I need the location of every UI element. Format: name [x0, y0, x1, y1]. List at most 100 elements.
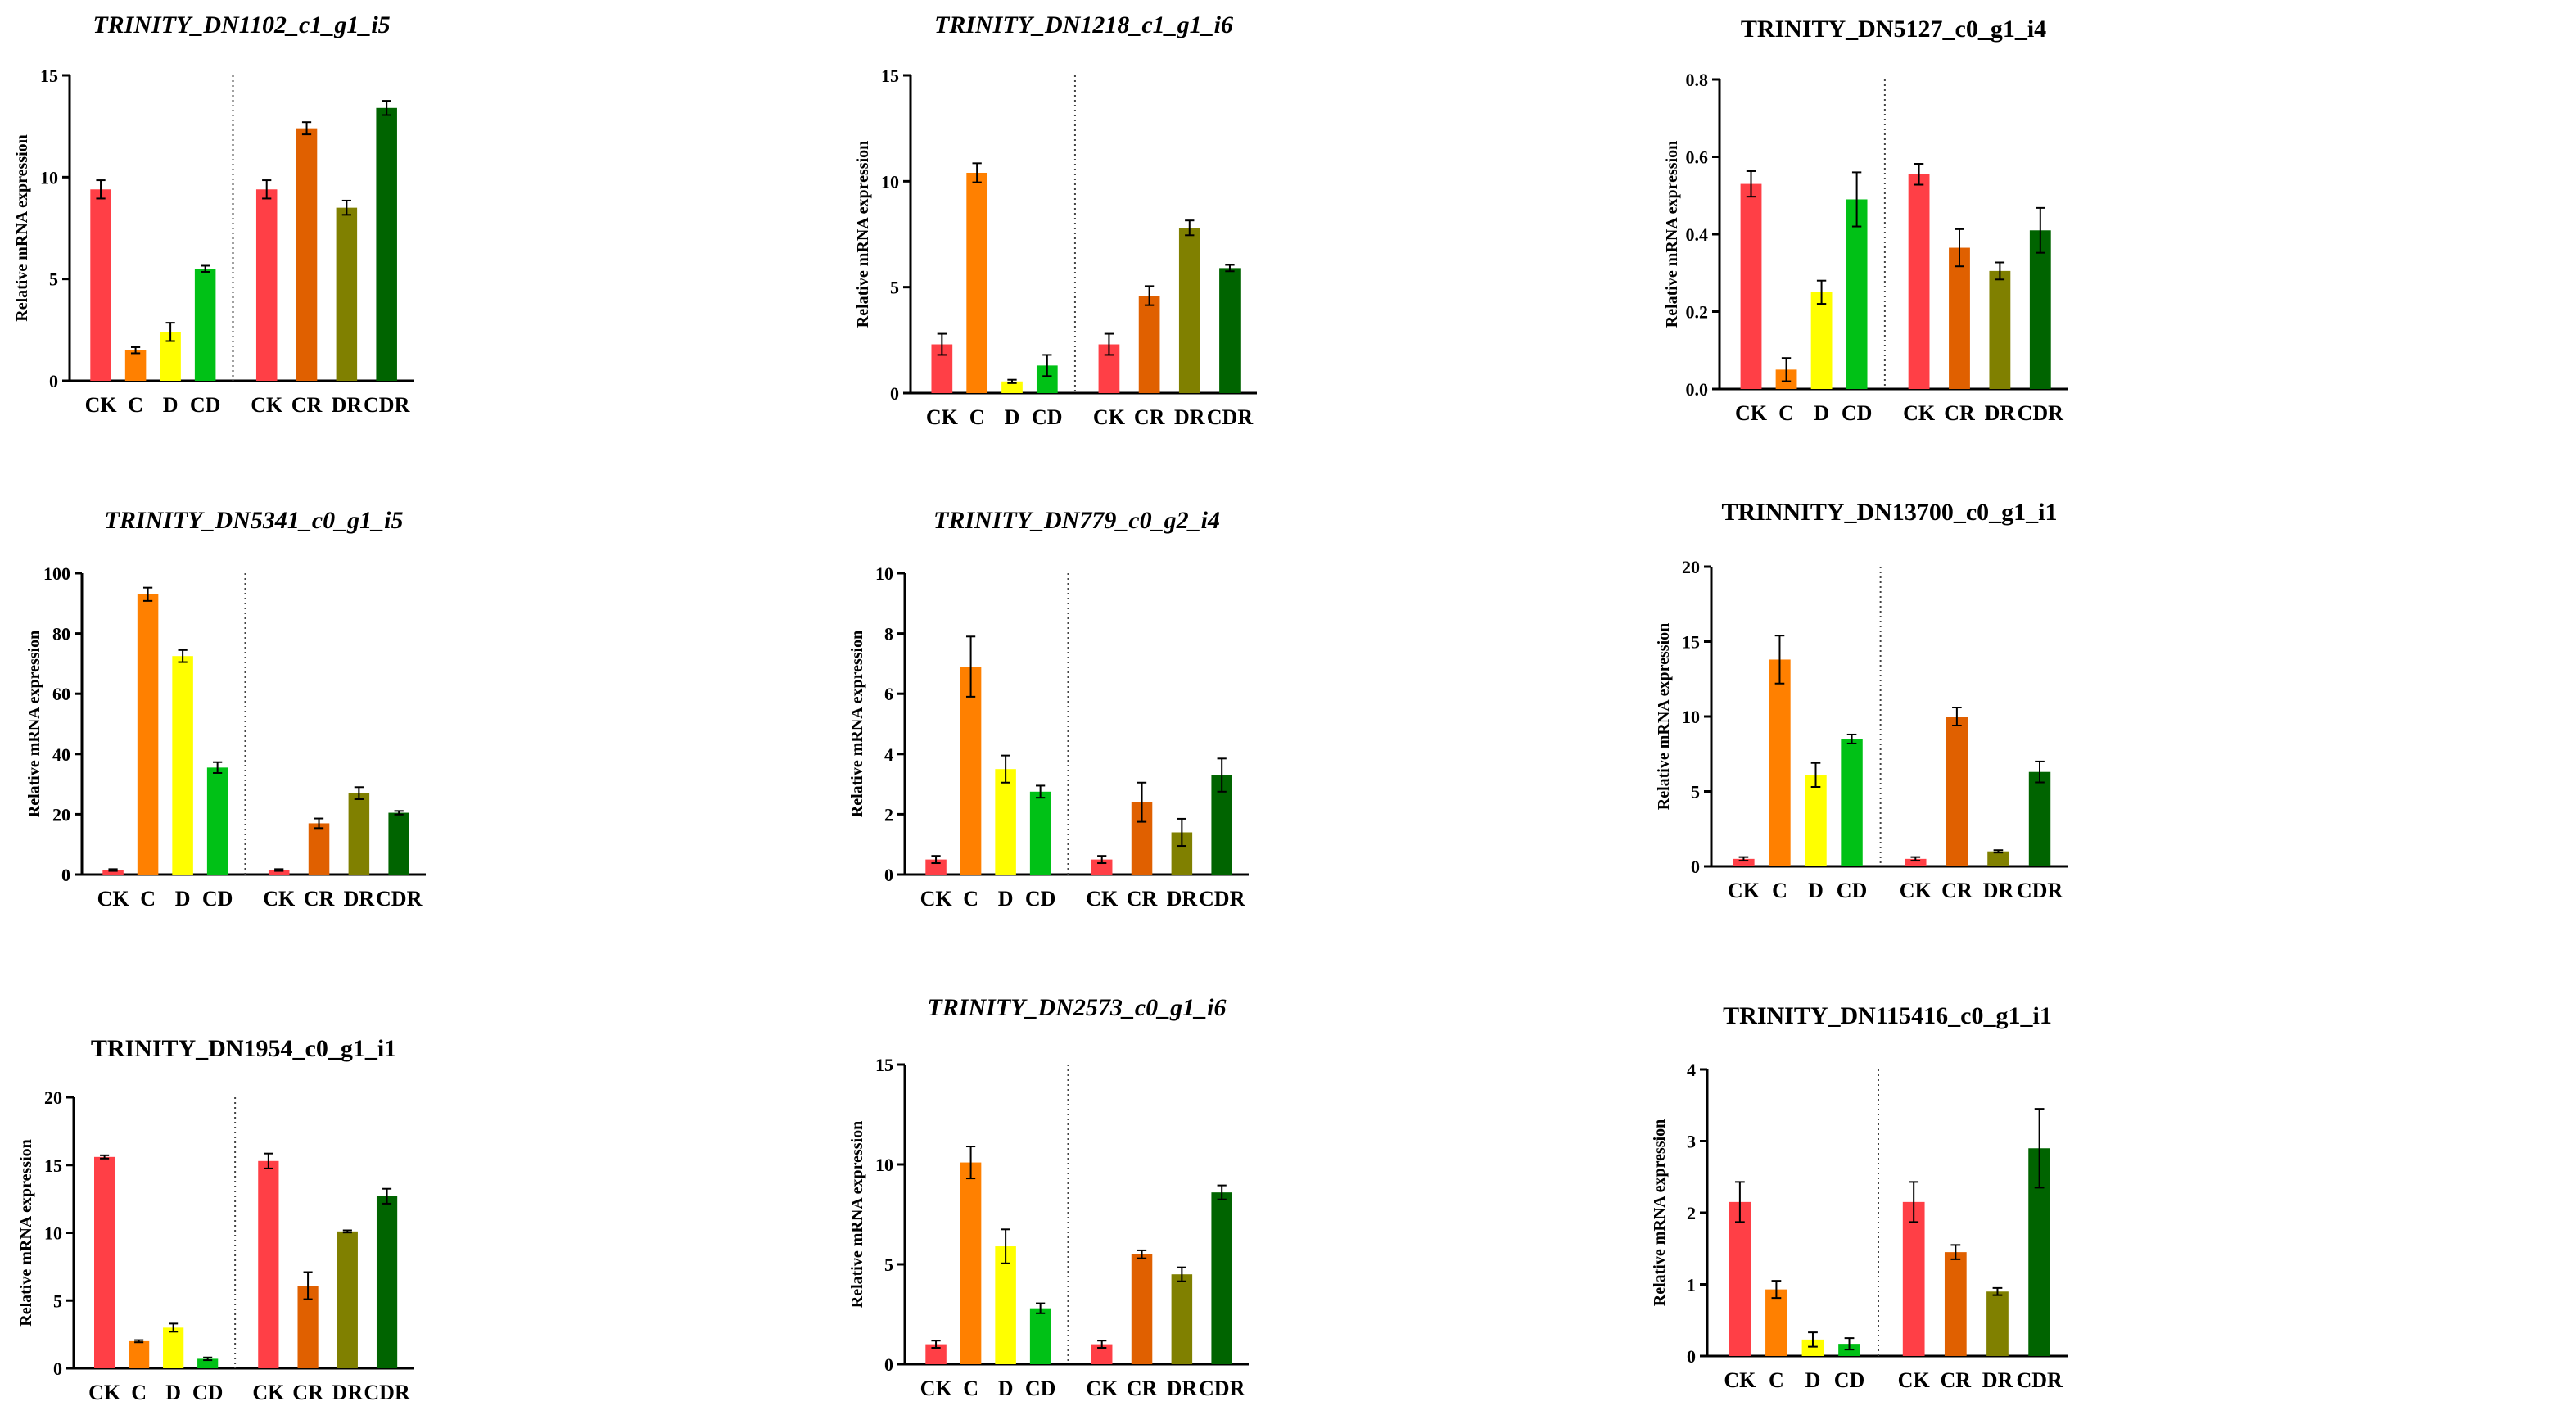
y-axis-label: Relative mRNA expression: [1651, 1119, 1669, 1307]
y-axis-label: Relative mRNA expression: [848, 631, 866, 818]
bar-d: [995, 1246, 1016, 1364]
y-tick-label: 0: [884, 1354, 893, 1375]
y-tick-label: 5: [49, 269, 58, 290]
bar-cd: [1846, 199, 1868, 389]
bar-cr: [296, 128, 318, 382]
chart-title: TRINITY_DN115416_c0_g1_i1: [1723, 1002, 2052, 1029]
bar-dr: [1986, 1291, 2009, 1356]
bar-cdr: [2029, 230, 2051, 389]
y-tick-label: 6: [884, 684, 893, 704]
bar-cd: [1029, 791, 1051, 875]
x-tick-label: C: [963, 1377, 978, 1400]
x-tick-label: CD: [1842, 401, 1873, 425]
y-axis-label: Relative mRNA expression: [13, 134, 31, 322]
chart-panel-6: TRINNITY_DN13700_c0_g1_i1 Relative mRNA e…: [1655, 499, 2068, 902]
y-tick-label: 10: [875, 563, 893, 584]
bar-cd: [194, 269, 216, 381]
bar-cdr: [2028, 771, 2051, 866]
x-tick-label: C: [1772, 879, 1787, 902]
y-tick-label: 10: [1682, 707, 1700, 727]
y-axis-label: Relative mRNA expression: [854, 141, 872, 328]
bar-ck: [1902, 1201, 1925, 1356]
y-tick-label: 0: [1691, 857, 1700, 877]
y-tick-label: 0: [61, 865, 70, 885]
x-tick-label: C: [963, 887, 978, 911]
y-tick-label: 0.2: [1686, 302, 1709, 323]
y-tick-label: 10: [40, 167, 58, 188]
y-tick-label: 10: [44, 1223, 62, 1244]
y-tick-label: 15: [40, 66, 58, 86]
bar-dr: [336, 207, 358, 381]
bar-cr: [1138, 296, 1160, 393]
x-tick-label: CD: [1032, 405, 1063, 429]
chart-panel-3: TRINITY_DN5127_c0_g1_i4 Relative mRNA exp…: [1663, 16, 2068, 425]
bar-cr: [308, 823, 330, 875]
x-tick-label: DR: [1983, 879, 2014, 902]
chart-title: TRINNITY_DN13700_c0_g1_i1: [1721, 499, 2057, 526]
bar-ck: [1733, 858, 1755, 866]
bar-ck: [925, 859, 947, 875]
x-tick-label: CR: [291, 393, 323, 417]
x-tick-label: C: [128, 393, 143, 417]
x-tick-label: CK: [1093, 405, 1126, 429]
bar-d: [1810, 292, 1833, 389]
y-tick-label: 5: [1691, 782, 1700, 802]
x-tick-label: CD: [192, 1381, 224, 1404]
y-tick-label: 80: [52, 624, 70, 644]
x-tick-label: DR: [1982, 1368, 2013, 1392]
x-tick-label: CR: [1134, 405, 1165, 429]
y-tick-label: 20: [44, 1087, 62, 1108]
x-tick-label: C: [140, 887, 156, 911]
x-tick-label: CD: [202, 887, 233, 911]
y-tick-label: 0: [1687, 1346, 1696, 1367]
bar-d: [1801, 1339, 1824, 1356]
chart-panel-7: TRINITY_DN1954_c0_g1_i1 Relative mRNA exp…: [17, 1035, 414, 1404]
y-tick-label: 5: [53, 1291, 62, 1311]
bar-d: [172, 656, 193, 875]
x-tick-label: CDR: [1207, 405, 1254, 429]
bar-dr: [348, 793, 370, 875]
y-tick-label: 0.0: [1686, 379, 1709, 400]
x-tick-label: CK: [97, 887, 130, 911]
bar-d: [995, 769, 1016, 875]
y-axis-label: Relative mRNA expression: [1663, 141, 1681, 328]
y-axis-label: Relative mRNA expression: [1655, 623, 1673, 811]
x-tick-label: DR: [1985, 401, 2016, 425]
bar-cdr: [376, 1196, 398, 1368]
x-tick-label: DR: [1167, 1377, 1198, 1400]
x-tick-label: CK: [1086, 1377, 1119, 1400]
chart-panel-5: TRINITY_DN779_c0_g2_i4 Relative mRNA expr…: [848, 507, 1249, 911]
y-tick-label: 10: [875, 1155, 893, 1175]
x-tick-label: CK: [263, 887, 296, 911]
chart-panel-2: TRINITY_DN1218_c1_g1_i6 Relative mRNA exp…: [854, 11, 1257, 429]
x-tick-label: CK: [1735, 401, 1768, 425]
y-axis-label: Relative mRNA expression: [848, 1121, 866, 1309]
x-tick-label: CDR: [364, 1381, 410, 1404]
chart-panel-4: TRINITY_DN5341_c0_g1_i5 Relative mRNA exp…: [25, 507, 426, 911]
y-tick-label: 3: [1687, 1132, 1696, 1152]
y-tick-label: 15: [44, 1155, 62, 1176]
x-tick-label: C: [131, 1381, 147, 1404]
bar-ck: [1740, 183, 1762, 389]
x-tick-label: CK: [1728, 879, 1760, 902]
bar-c: [1765, 1289, 1787, 1356]
bar-d: [163, 1327, 184, 1368]
x-tick-label: D: [1805, 1368, 1821, 1392]
bar-cdr: [376, 107, 397, 381]
bar-cr: [1131, 1254, 1153, 1364]
x-tick-label: CR: [304, 887, 335, 911]
x-tick-label: CK: [920, 1377, 953, 1400]
x-tick-label: CD: [190, 393, 221, 417]
y-tick-label: 4: [1687, 1060, 1696, 1080]
x-tick-label: CK: [88, 1381, 121, 1404]
x-tick-label: CK: [1900, 879, 1932, 902]
bar-d: [1001, 381, 1023, 393]
bar-cdr: [1211, 1192, 1232, 1364]
chart-title: TRINITY_DN779_c0_g2_i4: [933, 507, 1220, 534]
x-tick-label: CDR: [1199, 1377, 1245, 1400]
x-tick-label: D: [1808, 879, 1824, 902]
chart-title: TRINITY_DN5341_c0_g1_i5: [105, 507, 404, 534]
x-tick-label: CK: [1724, 1368, 1756, 1392]
bar-cdr: [388, 812, 409, 875]
bar-c: [966, 172, 988, 393]
